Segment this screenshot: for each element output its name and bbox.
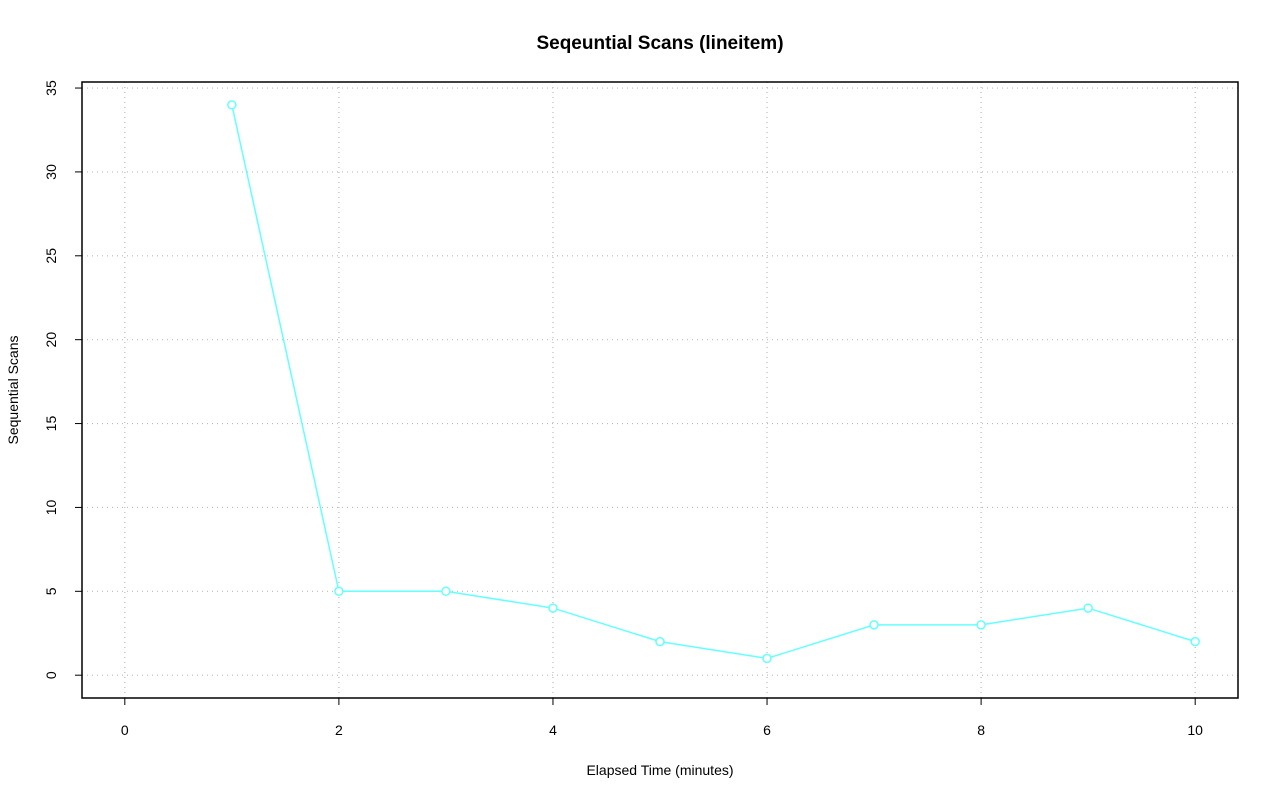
x-tick-label: 4 xyxy=(549,722,557,738)
line xyxy=(231,104,1196,660)
point xyxy=(762,653,772,664)
point xyxy=(1083,603,1093,613)
y-axis-label: Sequential Scans xyxy=(5,336,21,445)
y-tick-label: 5 xyxy=(43,587,59,595)
y-tick-label: 35 xyxy=(43,80,59,96)
plot-frame xyxy=(81,81,1239,699)
x-axis-label: Elapsed Time (minutes) xyxy=(586,762,733,778)
x-tick-label: 2 xyxy=(335,722,343,738)
point xyxy=(334,586,344,597)
x-tick-label: 6 xyxy=(763,722,771,738)
y-tick-label: 25 xyxy=(43,248,59,264)
x-tick-label: 8 xyxy=(977,722,985,738)
point xyxy=(548,603,558,613)
point xyxy=(441,586,451,597)
y-tick-label: 20 xyxy=(43,332,59,348)
point xyxy=(227,100,237,110)
x-tick-label: 0 xyxy=(121,722,129,738)
point xyxy=(976,620,986,630)
y-tick-label: 10 xyxy=(43,499,59,515)
point xyxy=(655,636,665,647)
y-tick-label: 30 xyxy=(43,164,59,180)
chart-title: Seqeuntial Scans (lineitem) xyxy=(536,33,783,54)
y-tick-label: 0 xyxy=(43,671,59,679)
y-tick-label: 15 xyxy=(43,416,59,432)
x-tick-label: 10 xyxy=(1187,722,1203,738)
point xyxy=(1190,636,1200,647)
point xyxy=(869,620,879,630)
